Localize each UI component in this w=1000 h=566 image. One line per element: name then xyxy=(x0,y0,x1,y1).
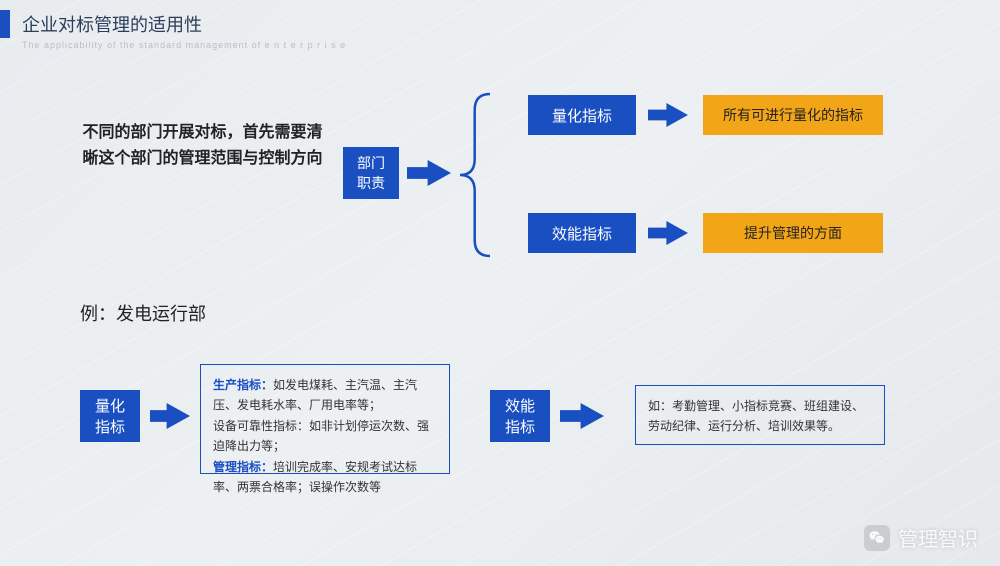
example-heading: 例：发电运行部 xyxy=(80,300,206,326)
arrow-example-left xyxy=(150,403,190,429)
branch1-label-box: 量化指标 xyxy=(528,95,636,135)
arrow-dept-to-bracket xyxy=(407,160,451,186)
wechat-icon xyxy=(864,525,890,551)
prod-label: 生产指标： xyxy=(213,378,273,392)
bracket-icon xyxy=(456,90,490,265)
example-right-detail: 如：考勤管理、小指标竞赛、班组建设、劳动纪律、运行分析、培训效果等。 xyxy=(635,385,885,445)
branch1-desc: 所有可进行量化的指标 xyxy=(723,105,863,125)
example-left-label: 量化 指标 xyxy=(95,395,125,437)
example-right-label: 效能 指标 xyxy=(505,395,535,437)
example-right-text: 如：考勤管理、小指标竞赛、班组建设、劳动纪律、运行分析、培训效果等。 xyxy=(648,396,872,437)
example-right-box: 效能 指标 xyxy=(490,390,550,442)
dept-box: 部门 职责 xyxy=(343,147,399,199)
branch2-desc-box: 提升管理的方面 xyxy=(703,213,883,253)
branch2-desc: 提升管理的方面 xyxy=(744,223,842,243)
arrow-branch1 xyxy=(648,103,688,127)
equip-text: 设备可靠性指标：如非计划停运次数、强迫降出力等； xyxy=(213,416,437,457)
watermark: 管理智识 xyxy=(864,523,978,552)
branch1-label: 量化指标 xyxy=(552,105,612,126)
watermark-label: 管理智识 xyxy=(898,523,978,552)
branch2-label-box: 效能指标 xyxy=(528,213,636,253)
branch2-label: 效能指标 xyxy=(552,223,612,244)
branch1-desc-box: 所有可进行量化的指标 xyxy=(703,95,883,135)
dept-box-label: 部门 职责 xyxy=(357,153,385,193)
intro-text: 不同的部门开展对标，首先需要清晰这个部门的管理范围与控制方向 xyxy=(75,120,330,171)
arrow-example-right xyxy=(560,403,604,429)
diagram-canvas: 不同的部门开展对标，首先需要清晰这个部门的管理范围与控制方向 部门 职责 量化指… xyxy=(0,0,1000,566)
mgmt-label: 管理指标： xyxy=(213,460,273,474)
arrow-branch2 xyxy=(648,221,688,245)
example-left-detail: 生产指标：如发电煤耗、主汽温、主汽压、发电耗水率、厂用电率等； 设备可靠性指标：… xyxy=(200,364,450,474)
example-left-box: 量化 指标 xyxy=(80,390,140,442)
